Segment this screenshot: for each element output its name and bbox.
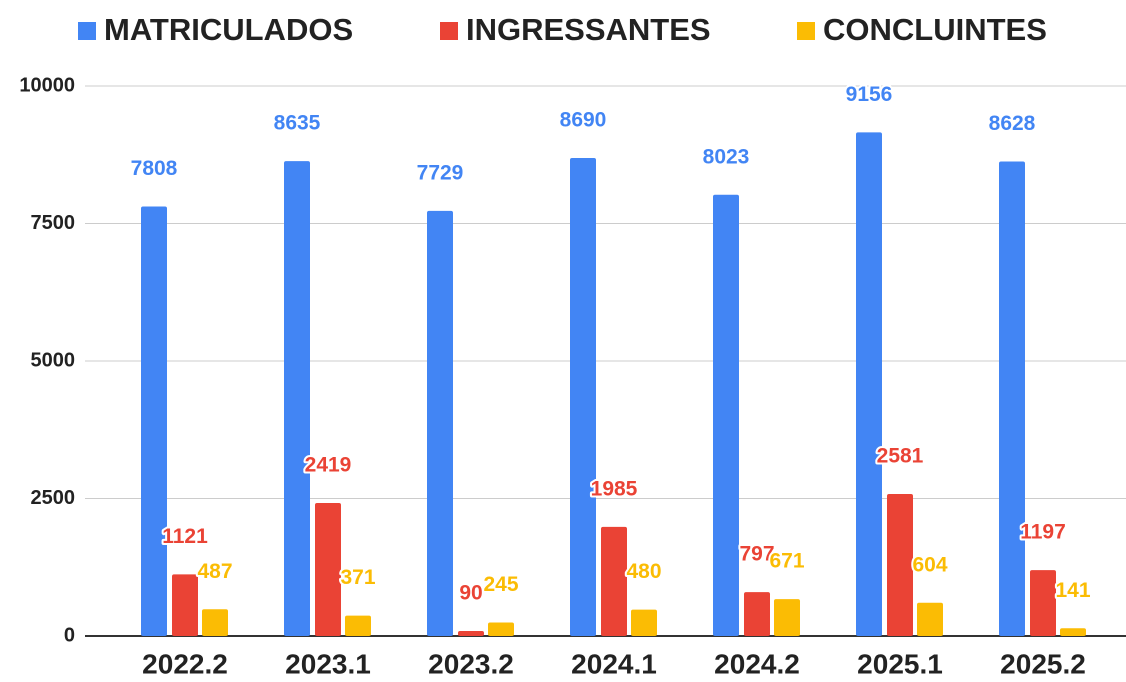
data-label: 90 [459, 582, 482, 605]
data-label: 2581 [877, 445, 924, 468]
bar [631, 609, 657, 636]
data-label: 671 [769, 550, 804, 573]
bar [601, 526, 627, 636]
data-label: 7808 [131, 157, 178, 180]
bar [744, 592, 770, 636]
bar [999, 161, 1025, 636]
data-label: 8628 [989, 112, 1036, 135]
x-tick-label: 2023.1 [285, 648, 371, 679]
bar [141, 206, 167, 636]
data-label: 2419 [305, 454, 352, 477]
x-tick-label: 2025.1 [857, 648, 943, 679]
data-label: 1197 [1020, 521, 1066, 544]
bar [713, 194, 739, 637]
y-tick-label: 0 [64, 624, 75, 646]
data-label: 797 [739, 543, 774, 566]
bar [427, 210, 453, 636]
data-label: 7729 [417, 161, 464, 184]
y-tick-label: 2500 [31, 487, 76, 509]
data-label: 9156 [846, 83, 893, 106]
legend-label: INGRESSANTES [466, 12, 711, 47]
data-label: 1121 [162, 525, 208, 548]
data-label: 487 [197, 560, 232, 583]
legend-label: CONCLUINTES [823, 12, 1047, 47]
x-tick-label: 2025.2 [1000, 648, 1086, 679]
data-label: 371 [340, 566, 375, 589]
legend-swatch [797, 22, 815, 40]
bar [458, 631, 484, 636]
data-label: 245 [483, 573, 518, 596]
y-tick-label: 10000 [19, 74, 75, 96]
data-label: 1985 [591, 477, 638, 500]
x-tick-label: 2022.2 [142, 648, 228, 679]
bar [1060, 628, 1086, 636]
bar [315, 502, 341, 636]
x-tick-label: 2023.2 [428, 648, 514, 679]
data-label: 8635 [274, 112, 321, 135]
bar [284, 161, 310, 636]
legend-swatch [440, 22, 458, 40]
bar [345, 615, 371, 636]
bar [774, 599, 800, 636]
bar [1030, 570, 1056, 636]
bar [202, 609, 228, 636]
legend-label: MATRICULADOS [104, 12, 353, 47]
bar [917, 602, 943, 636]
bar [172, 574, 198, 636]
bar [570, 158, 596, 637]
data-label: 604 [912, 553, 947, 576]
bar [856, 132, 882, 637]
x-tick-label: 2024.1 [571, 648, 657, 679]
y-tick-label: 5000 [31, 349, 76, 371]
x-tick-label: 2024.2 [714, 648, 800, 679]
legend-swatch [78, 22, 96, 40]
bar [887, 494, 913, 636]
y-tick-label: 7500 [31, 212, 76, 234]
bar [488, 622, 514, 636]
data-label: 8023 [703, 145, 750, 168]
data-label: 141 [1055, 579, 1090, 602]
data-label: 8690 [560, 109, 607, 132]
data-label: 480 [626, 560, 661, 583]
